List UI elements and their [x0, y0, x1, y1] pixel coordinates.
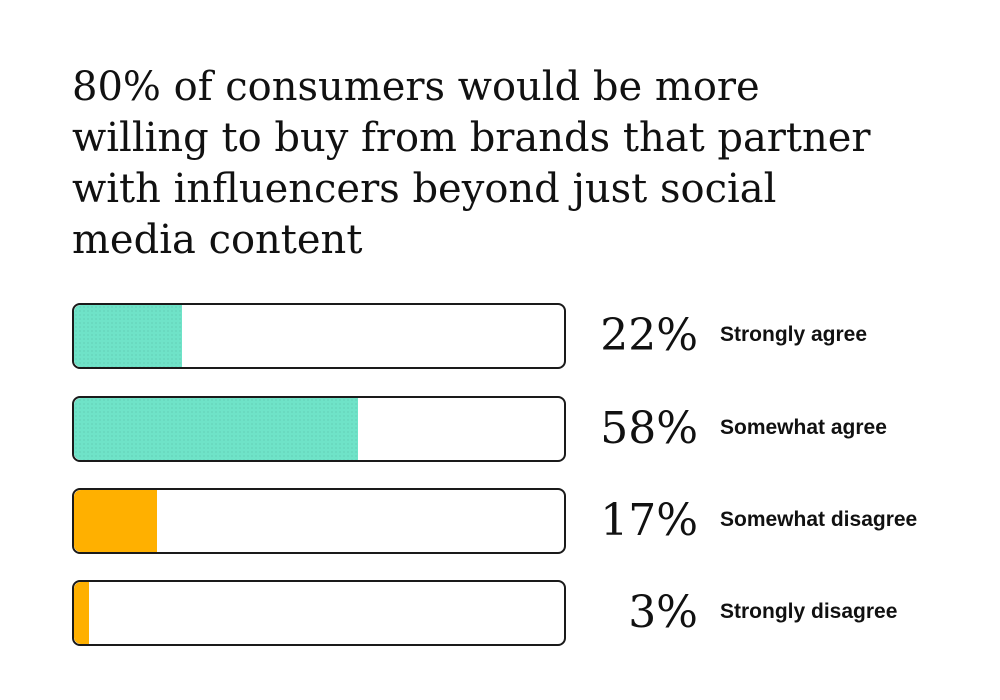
category-label-strongly-agree: Strongly agree [720, 323, 868, 346]
chart-title: 80% of consumers would be more willing t… [72, 64, 871, 263]
category-label-somewhat-agree: Somewhat agree [720, 416, 887, 439]
bar-row-somewhat-disagree: 17% Somewhat disagree [72, 488, 972, 554]
bar-fill-somewhat-agree [74, 398, 359, 460]
value-label-somewhat-agree: 58% [600, 403, 698, 454]
bar-track [72, 303, 566, 369]
bar-fill-strongly-disagree [74, 582, 89, 644]
value-label-somewhat-disagree: 17% [600, 495, 698, 546]
bar-track [72, 488, 566, 554]
value-label-strongly-disagree: 3% [628, 587, 698, 638]
bar-fill-strongly-agree [74, 305, 182, 367]
bar-row-strongly-disagree: 3% Strongly disagree [72, 580, 972, 646]
category-label-strongly-disagree: Strongly disagree [720, 600, 898, 623]
bar-track [72, 580, 566, 646]
bar-row-strongly-agree: 22% Strongly agree [72, 303, 972, 369]
value-label-strongly-agree: 22% [600, 310, 698, 361]
bar-track [72, 396, 566, 462]
category-label-somewhat-disagree: Somewhat disagree [720, 508, 918, 531]
bar-fill-somewhat-disagree [74, 490, 158, 552]
bar-row-somewhat-agree: 58% Somewhat agree [72, 396, 972, 462]
